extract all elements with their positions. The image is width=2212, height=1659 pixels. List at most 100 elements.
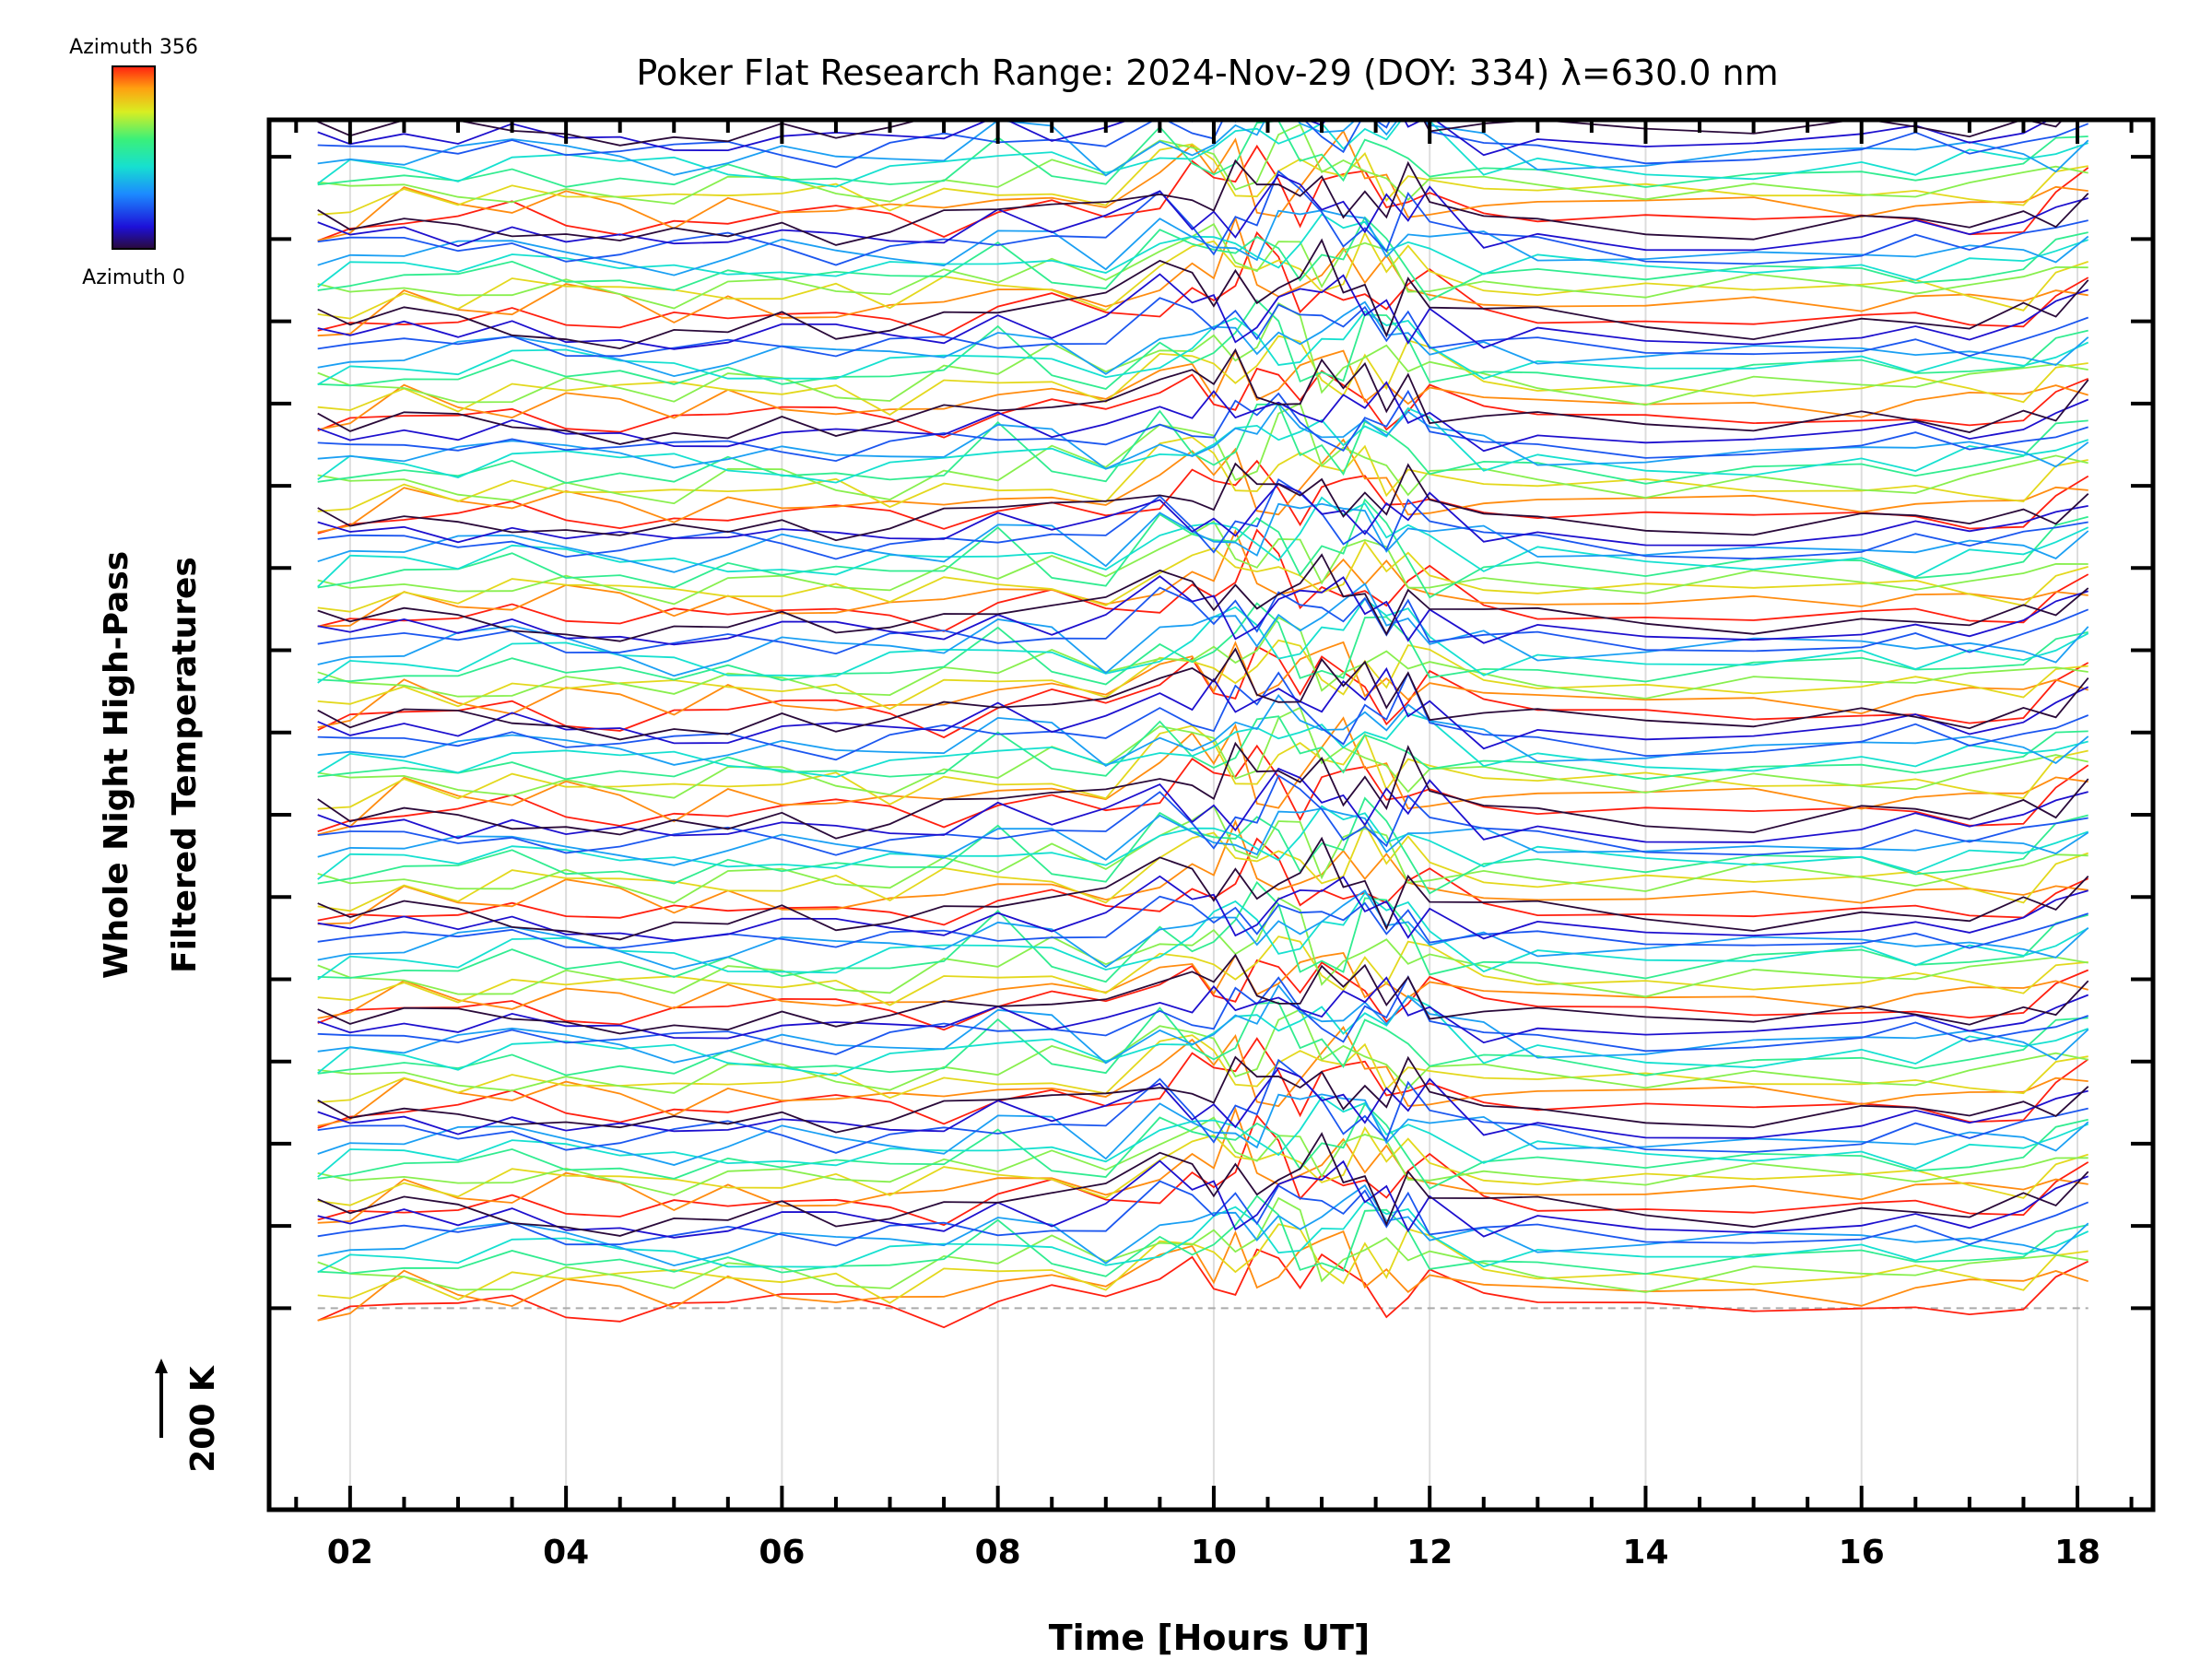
x-tick-label: 18 xyxy=(2054,1534,2100,1571)
trace-az-160-band-7 xyxy=(317,496,2089,588)
trace-az-200-band-0 xyxy=(317,1194,2088,1277)
trace-az-40-band-8 xyxy=(317,381,2089,453)
x-axis-label: Time [Hours UT] xyxy=(1049,1618,1371,1658)
trace-az-320-band-5 xyxy=(317,716,2088,836)
x-tick-label: 02 xyxy=(327,1534,373,1571)
trace-az-160-band-9 xyxy=(317,310,2089,386)
trace-az-280-band-5 xyxy=(317,724,2088,810)
trace-az-80-band-0 xyxy=(317,1180,2089,1247)
trace-az-240-band-7 xyxy=(317,520,2088,606)
trace-az-356-band-3 xyxy=(317,959,2089,1031)
colorbar xyxy=(112,65,156,250)
trace-az-280-band-7 xyxy=(317,540,2088,613)
x-tick-label: 14 xyxy=(1622,1534,1668,1571)
trace-az-160-band-2 xyxy=(317,994,2089,1077)
trace-az-240-band-1 xyxy=(317,1116,2088,1196)
x-tick-label: 06 xyxy=(759,1534,805,1571)
trace-az-320-band-2 xyxy=(317,1025,2088,1127)
trace-az-240-band-8 xyxy=(317,402,2088,505)
trace-az-240-band-9 xyxy=(317,301,2088,406)
trace-az-0-band-9 xyxy=(317,238,2089,350)
trace-az-120-band-1 xyxy=(317,1093,2089,1166)
trace-az-80-band-2 xyxy=(317,975,2088,1055)
trace-az-356-band-5 xyxy=(317,744,2089,832)
trace-az-240-band-5 xyxy=(317,706,2088,799)
x-tick-label: 12 xyxy=(1406,1534,1453,1571)
trace-az-280-band-1 xyxy=(317,1125,2088,1206)
trace-az-160-band-0 xyxy=(317,1200,2089,1274)
trace-az-356-band-6 xyxy=(317,645,2089,739)
trace-az-40-band-7 xyxy=(317,482,2088,547)
trace-az-200-band-4 xyxy=(317,796,2088,895)
trace-az-280-band-8 xyxy=(317,436,2088,512)
trace-az-320-band-1 xyxy=(317,1106,2088,1224)
trace-az-280-band-10 xyxy=(317,230,2088,320)
trace-az-120-band-6 xyxy=(317,582,2089,677)
trace-az-40-band-4 xyxy=(317,767,2088,843)
trace-az-80-band-6 xyxy=(317,586,2089,655)
trace-az-0-band-8 xyxy=(317,347,2089,445)
trace-az-0-band-3 xyxy=(317,836,2089,941)
trace-az-120-band-9 xyxy=(317,300,2089,378)
trace-az-0-band-0 xyxy=(317,1132,2089,1237)
trace-az-200-band-5 xyxy=(317,715,2088,781)
trace-az-40-band-1 xyxy=(317,1066,2088,1139)
trace-az-120-band-4 xyxy=(317,807,2089,866)
trace-az-120-band-7 xyxy=(317,502,2089,573)
trace-az-160-band-10 xyxy=(317,213,2088,288)
trace-az-240-band-2 xyxy=(317,1008,2088,1094)
x-tick-label: 16 xyxy=(1839,1534,1885,1571)
trace-az-40-band-5 xyxy=(317,666,2089,750)
trace-az-320-band-0 xyxy=(317,1230,2088,1322)
trace-az-356-band-1 xyxy=(317,1113,2089,1227)
trace-az-40-band-10 xyxy=(317,173,2088,252)
trace-az-0-band-1 xyxy=(317,1055,2089,1134)
trace-az-356-band-11 xyxy=(317,144,2089,242)
x-tick-label: 04 xyxy=(543,1534,589,1571)
trace-az-0-band-10 xyxy=(317,159,2089,246)
trace-az-280-band-2 xyxy=(317,1034,2088,1103)
trace-az-0-band-7 xyxy=(317,462,2089,542)
trace-az-356-band-7 xyxy=(317,528,2089,632)
trace-az-320-band-7 xyxy=(317,528,2088,628)
trace-az-120-band-2 xyxy=(317,983,2089,1065)
trace-az-160-band-4 xyxy=(317,805,2088,880)
trace-az-160-band-3 xyxy=(317,891,2089,981)
trace-az-356-band-0 xyxy=(317,1248,2089,1329)
trace-az-280-band-6 xyxy=(317,639,2088,711)
scale-label: 200 K xyxy=(184,1365,222,1473)
trace-az-120-band-11 xyxy=(317,120,2089,177)
trace-az-200-band-8 xyxy=(317,403,2088,485)
trace-az-280-band-9 xyxy=(317,335,2088,416)
trace-az-356-band-10 xyxy=(317,230,2089,336)
trace-az-120-band-0 xyxy=(317,1183,2089,1267)
scale-arrow-head xyxy=(155,1359,168,1373)
trace-az-80-band-3 xyxy=(317,895,2088,949)
trace-az-80-band-4 xyxy=(317,774,2088,856)
trace-az-80-band-5 xyxy=(317,671,2089,761)
x-tick-labels: 02 04 06 08 10 12 14 16 18 xyxy=(327,1534,2100,1571)
trace-az-160-band-6 xyxy=(317,597,2089,684)
plot-frame xyxy=(266,117,2156,1512)
trace-az-160-band-1 xyxy=(317,1096,2089,1178)
trace-az-200-band-3 xyxy=(317,880,2088,983)
trace-az-40-band-6 xyxy=(317,575,2088,646)
trace-az-240-band-0 xyxy=(317,1196,2088,1293)
trace-az-356-band-9 xyxy=(317,367,2089,439)
trace-az-80-band-10 xyxy=(317,170,2088,266)
trace-az-120-band-3 xyxy=(317,889,2089,971)
trace-group xyxy=(317,120,2089,1329)
trace-az-80-band-11 xyxy=(317,120,2089,169)
trace-az-200-band-9 xyxy=(317,299,2088,390)
trace-az-120-band-8 xyxy=(317,402,2089,470)
trace-az-0-band-2 xyxy=(317,953,2089,1035)
trace-az-356-band-2 xyxy=(317,1037,2089,1129)
trace-az-280-band-4 xyxy=(317,822,2088,912)
chart-title: Poker Flat Research Range: 2024-Nov-29 (… xyxy=(636,53,1778,93)
trace-az-200-band-6 xyxy=(317,602,2088,686)
trace-az-356-band-4 xyxy=(317,837,2089,926)
trace-az-0-band-6 xyxy=(317,553,2089,642)
trace-az-40-band-2 xyxy=(317,976,2089,1044)
trace-az-356-band-8 xyxy=(317,459,2089,535)
